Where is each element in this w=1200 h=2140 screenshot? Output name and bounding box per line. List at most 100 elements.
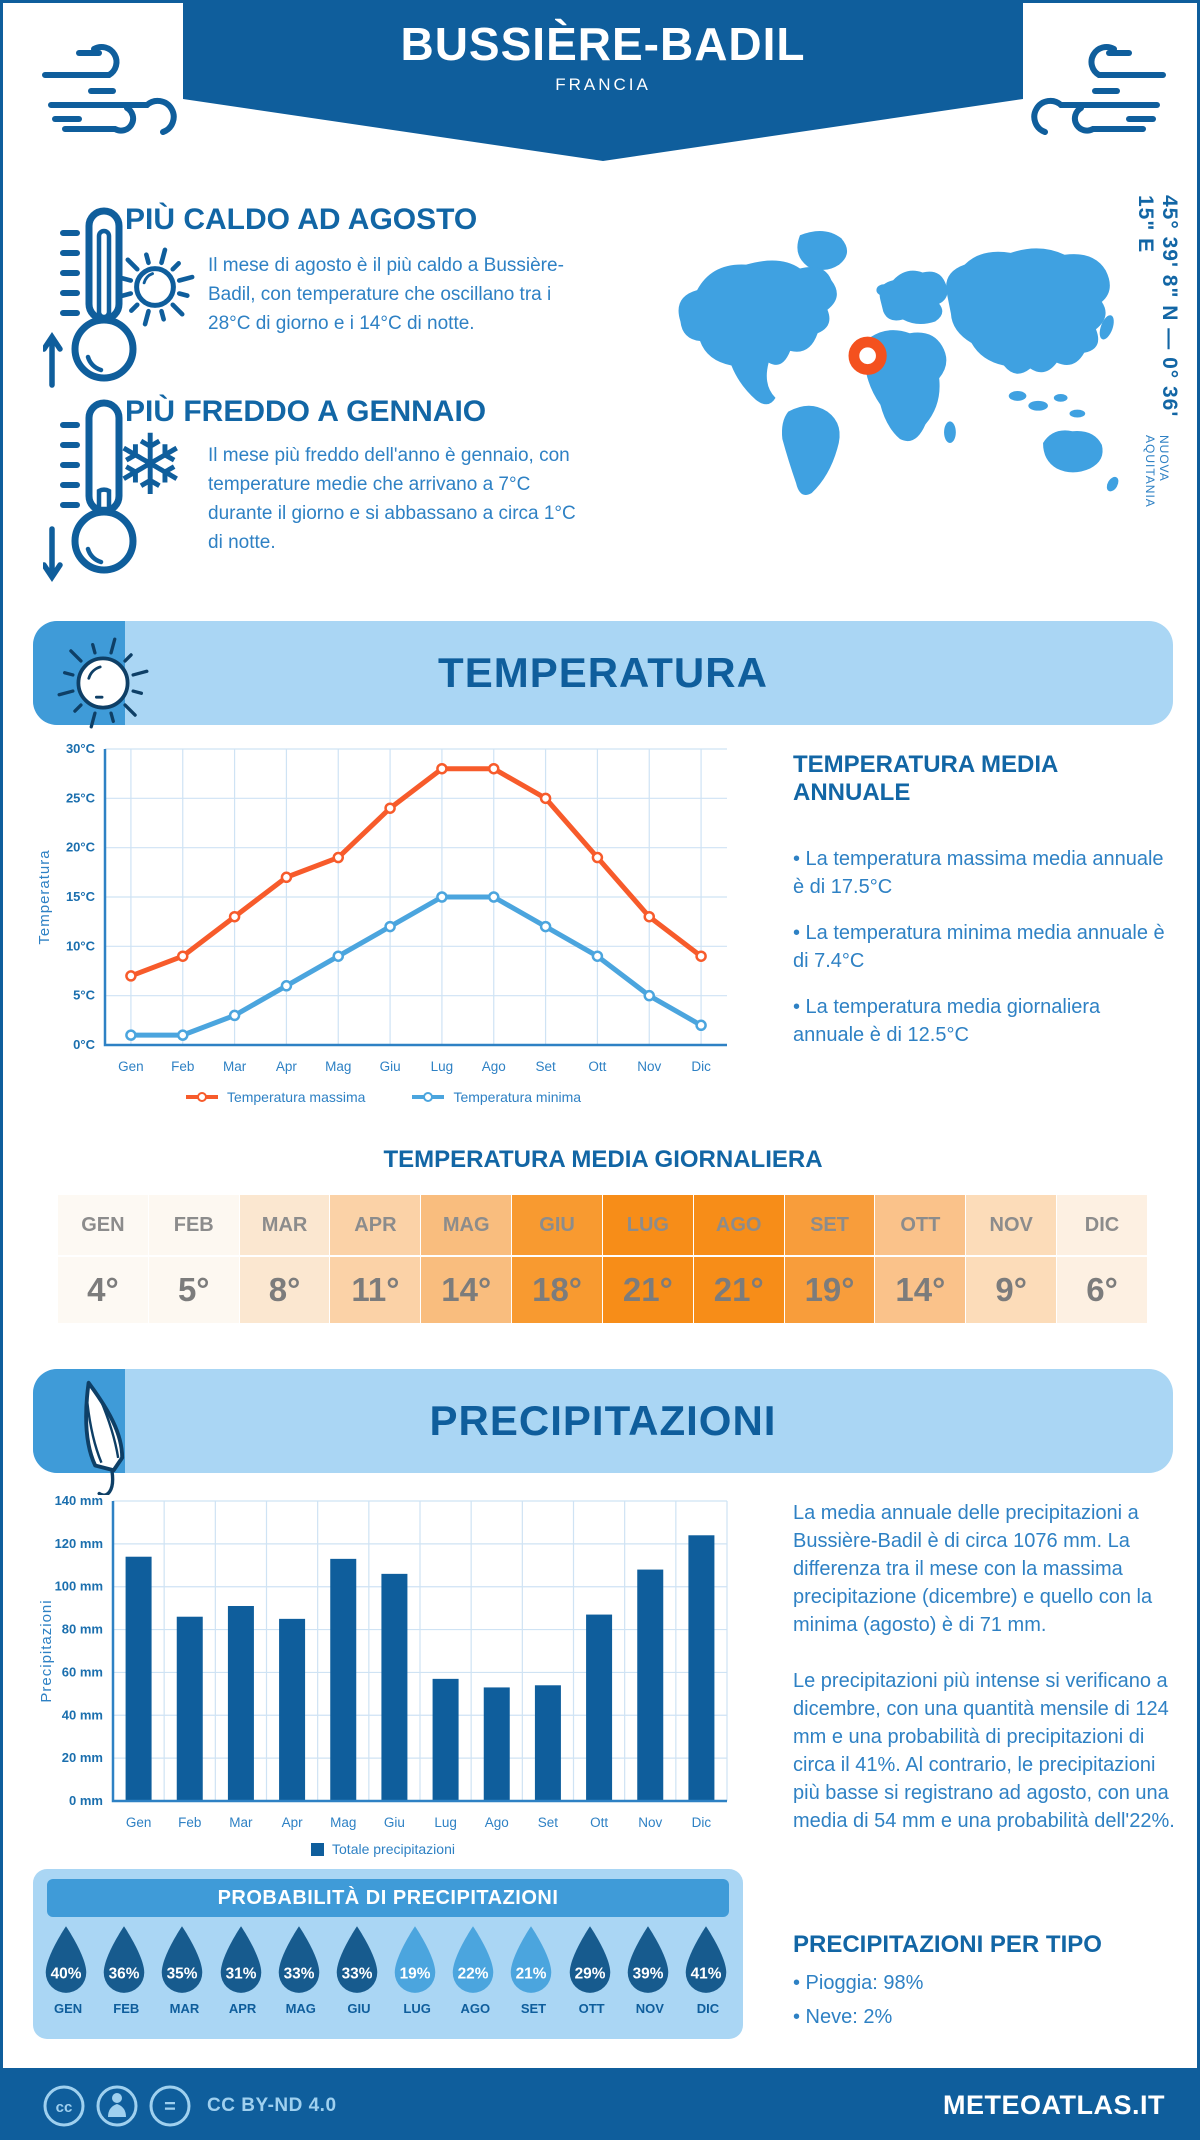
svg-text:Nov: Nov (637, 1059, 661, 1074)
precipitation-chart-legend: Totale precipitazioni (33, 1841, 733, 1857)
thermometer-down-icon (43, 399, 137, 582)
page-subtitle: FRANCIA (555, 75, 651, 94)
svg-text:36%: 36% (109, 1965, 140, 1982)
world-map (678, 230, 1119, 495)
drop-month-label: MAG (285, 2001, 316, 2016)
svg-text:30°C: 30°C (66, 741, 96, 756)
svg-text:Giu: Giu (380, 1059, 401, 1074)
precip-type: PRECIPITAZIONI PER TIPO • Pioggia: 98% •… (793, 1931, 1173, 2031)
month-col-mar: MAR 8° (239, 1195, 330, 1323)
svg-text:Feb: Feb (171, 1059, 194, 1074)
month-value: 5° (148, 1257, 239, 1323)
month-header: LUG (602, 1195, 693, 1255)
thermometer-up-icon (43, 207, 137, 388)
month-col-feb: FEB 5° (148, 1195, 239, 1323)
svg-text:21%: 21% (516, 1965, 547, 1982)
probability-drops: 40% GEN 36% FEB 35% MAR 31% APR 33% MAG 33% GIU 19% L… (39, 1923, 737, 2016)
hot-text: Il mese di agosto è il più caldo a Bussi… (208, 255, 564, 334)
footer: cc = CC BY-ND 4.0 METEOATLAS.IT (3, 2068, 1197, 2137)
svg-text:Temperatura: Temperatura (36, 849, 53, 944)
svg-text:Nov: Nov (638, 1815, 662, 1830)
temperature-chart-legend: Temperatura massima Temperatura minima (33, 1089, 733, 1105)
month-value: 11° (330, 1257, 421, 1323)
month-value: 14° (421, 1257, 512, 1323)
precip-type-item: • Neve: 2% (793, 2006, 893, 2028)
site-label: METEOATLAS.IT (943, 2090, 1165, 2120)
svg-text:Apr: Apr (276, 1059, 298, 1074)
svg-text:31%: 31% (225, 1965, 256, 1982)
month-header: GEN (58, 1195, 148, 1255)
svg-text:cc: cc (56, 2099, 73, 2116)
raindrop-icon: 33% (336, 1926, 378, 1993)
raindrop-icon: 36% (103, 1926, 145, 1993)
drop-month-label: FEB (113, 2001, 140, 2016)
legend-item: Temperatura massima (185, 1089, 365, 1105)
svg-text:39%: 39% (632, 1965, 663, 1982)
raindrop-icon: 33% (278, 1926, 319, 1993)
svg-text:41%: 41% (690, 1965, 721, 1982)
probability-panel: PROBABILITÀ DI PRECIPITAZIONI 40% GEN 36% F… (33, 1869, 743, 2039)
month-col-apr: APR 11° (330, 1195, 421, 1323)
month-value: 21° (693, 1257, 784, 1323)
probability-drop-nov: 39% NOV (621, 1923, 679, 2016)
svg-text:40 mm: 40 mm (62, 1707, 103, 1722)
annual-bullet: • La temperatura minima media annuale è … (793, 922, 1165, 972)
annual-summary-heading: TEMPERATURA MEDIA ANNUALE (793, 751, 1058, 806)
svg-text:Ago: Ago (482, 1059, 506, 1074)
annual-bullet: • La temperatura media giornaliera annua… (793, 996, 1101, 1046)
raindrop-icon: 19% (394, 1926, 436, 1993)
svg-text:Mar: Mar (229, 1815, 253, 1830)
probability-drop-feb: 36% FEB (97, 1923, 155, 2016)
temperature-section-title: TEMPERATURA (438, 649, 768, 696)
month-col-nov: NOV 9° (966, 1195, 1057, 1323)
svg-text:22%: 22% (458, 1965, 489, 1982)
svg-text:Lug: Lug (431, 1059, 454, 1074)
month-value: 4° (58, 1257, 148, 1323)
svg-text:35%: 35% (167, 1965, 198, 1982)
precipitation-section-title: PRECIPITAZIONI (429, 1397, 777, 1444)
precipitation-paragraph: La media annuale delle precipitazioni a … (793, 1502, 1153, 1636)
legend-item: Totale precipitazioni (311, 1841, 455, 1857)
drop-month-label: SET (520, 2001, 547, 2016)
month-value: 21° (602, 1257, 693, 1323)
svg-text:20 mm: 20 mm (62, 1750, 103, 1765)
svg-text:25°C: 25°C (66, 790, 96, 805)
annual-summary: TEMPERATURA MEDIA ANNUALE • La temperatu… (793, 751, 1173, 1067)
location-coordinates: 45° 39' 8" N — 0° 36' 15" E NUOVA AQUITA… (1133, 195, 1181, 535)
daily-table-title: TEMPERATURA MEDIA GIORNALIERA (383, 1146, 823, 1173)
svg-text:Gen: Gen (126, 1815, 152, 1830)
month-header: GIU (512, 1195, 602, 1255)
probability-drop-lug: 19% LUG (388, 1923, 446, 2016)
month-value: 19° (784, 1257, 875, 1323)
raindrop-icon: 31% (220, 1926, 261, 1993)
svg-text:15°C: 15°C (66, 889, 96, 904)
cc-icon (43, 2085, 85, 2126)
precipitation-paragraph: Le precipitazioni più intense si verific… (793, 1670, 1175, 1832)
wind-icon (42, 44, 177, 135)
month-value: 6° (1057, 1257, 1147, 1323)
annual-bullet: • La temperatura massima media annuale è… (793, 848, 1164, 898)
precipitation-chart: 0 mm 20 mm 40 mm 60 mm 80 mm 100 mm 120 mm 140 … (38, 1493, 728, 1830)
svg-text:60 mm: 60 mm (62, 1664, 103, 1679)
month-value: 8° (239, 1257, 330, 1323)
svg-text:40%: 40% (51, 1965, 82, 1982)
svg-text:10°C: 10°C (66, 938, 96, 953)
svg-text:29%: 29% (574, 1965, 605, 1982)
probability-drop-gen: 40% GEN (39, 1923, 97, 2016)
temperature-section-banner: TEMPERATURA (33, 621, 1173, 725)
svg-text:Dic: Dic (691, 1059, 711, 1074)
raindrop-icon: 29% (569, 1926, 610, 1993)
svg-text:Apr: Apr (282, 1815, 304, 1830)
probability-drop-mag: 33% MAG (272, 1923, 330, 2016)
license-label: CC BY-ND 4.0 (207, 2094, 337, 2116)
no-derivatives-icon (149, 2085, 191, 2126)
raindrop-icon: 22% (452, 1926, 494, 1993)
drop-month-label: GIU (347, 2001, 371, 2016)
raindrop-icon: 35% (162, 1926, 203, 1993)
svg-text:Set: Set (535, 1059, 556, 1074)
wind-icon (1031, 44, 1166, 135)
svg-text:Ago: Ago (485, 1815, 509, 1830)
drop-month-label: DIC (696, 2001, 720, 2016)
svg-text:33%: 33% (283, 1965, 314, 1982)
